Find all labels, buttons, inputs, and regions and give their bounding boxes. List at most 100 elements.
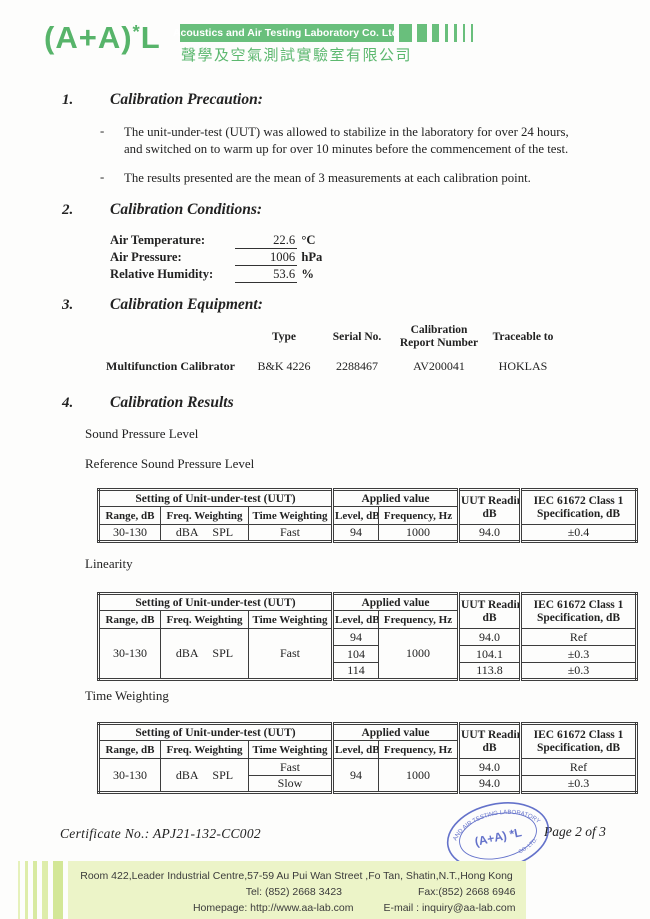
time-weighting-table: Setting of Unit-under-test (UUT) Applied…: [97, 722, 639, 794]
applied-header: Applied value: [331, 489, 460, 507]
section-2-number: 2.: [62, 202, 74, 218]
footer-address: Room 422,Leader Industrial Centre,57-59 …: [80, 870, 513, 882]
cell-time-weighting: Fast: [247, 524, 334, 542]
col-freq-weighting: Freq. Weighting: [160, 506, 249, 525]
equipment-type: B&K 4226: [257, 359, 311, 373]
barcode-bars-icon: [399, 24, 473, 42]
cell-uut-reading: 94.0: [457, 758, 522, 776]
company-logo: (A+A)*L: [44, 20, 161, 56]
subtitle-linearity: Linearity: [85, 556, 133, 571]
condition-unit: hPa: [301, 250, 323, 264]
cell-uut-reading: 104.1: [457, 645, 522, 663]
col-range: Range, dB: [98, 610, 161, 629]
section-3-number: 3.: [62, 297, 74, 313]
cell-time-weighting: Fast: [247, 628, 334, 680]
condition-value: 1006: [235, 250, 298, 266]
cell-spec: Ref: [519, 758, 638, 776]
subtitle-reference-spl: Reference Sound Pressure Level: [85, 456, 255, 471]
iec-spec-header: IEC 61672 Class 1 Specification, dB: [519, 723, 638, 759]
iec-spec-header: IEC 61672 Class 1 Specification, dB: [519, 593, 638, 629]
equipment-col-serial: Serial No.: [332, 330, 382, 343]
col-frequency: Frequency, Hz: [378, 740, 460, 759]
col-freq-weighting: Freq. Weighting: [160, 740, 249, 759]
col-range: Range, dB: [98, 506, 161, 525]
col-level: Level, dB: [331, 506, 380, 525]
section-1-number: 1.: [62, 92, 74, 108]
equipment-serial: 2288467: [336, 359, 378, 373]
condition-label: Air Temperature:: [110, 233, 206, 247]
cell-spec: ±0.4: [519, 524, 638, 542]
col-time-weighting: Time Weighting: [247, 610, 334, 629]
condition-row-pressure: Air Pressure: 1006 hPa: [110, 250, 322, 267]
page-indicator: Page 2 of 3: [544, 824, 606, 839]
setting-header: Setting of Unit-under-test (UUT): [97, 593, 334, 611]
section-2-title: Calibration Conditions:: [110, 201, 263, 218]
col-level: Level, dB: [331, 740, 380, 759]
cell-level: 94: [331, 758, 380, 793]
condition-value: 22.6: [235, 233, 298, 249]
reference-spl-table: Setting of Unit-under-test (UUT) Applied…: [97, 488, 639, 543]
equipment-col-traceable: Traceable to: [492, 330, 554, 343]
company-name-zh: 聲學及空氣測試實驗室有限公司: [181, 48, 413, 64]
cell-time-weighting: Slow: [247, 775, 334, 793]
cell-freq-weighting: dBA SPL: [160, 524, 249, 542]
cell-uut-reading: 94.0: [457, 524, 522, 542]
cell-frequency: 1000: [378, 524, 460, 542]
cell-spec: Ref: [519, 628, 638, 646]
cell-frequency: 1000: [378, 758, 460, 793]
col-frequency: Frequency, Hz: [378, 506, 460, 525]
cell-spec: ±0.3: [519, 645, 638, 663]
equipment-col-report: Calibration Report Number: [399, 324, 479, 349]
condition-row-temperature: Air Temperature: 22.6 °C: [110, 233, 315, 250]
section-4-title: Calibration Results: [110, 394, 234, 411]
footer-fax: Fax:(852) 2668 6946: [418, 886, 516, 898]
condition-unit: %: [301, 267, 314, 281]
subtitle-sound-pressure-level: Sound Pressure Level: [85, 426, 199, 441]
setting-header: Setting of Unit-under-test (UUT): [97, 489, 334, 507]
applied-header: Applied value: [331, 593, 460, 611]
logo-star: *: [132, 21, 141, 42]
cell-level: 94: [331, 524, 380, 542]
subtitle-time-weighting: Time Weighting: [85, 688, 169, 703]
applied-header: Applied value: [331, 723, 460, 741]
iec-spec-header: IEC 61672 Class 1 Specification, dB: [519, 489, 638, 525]
equipment-traceable: HOKLAS: [498, 359, 548, 373]
col-time-weighting: Time Weighting: [247, 506, 334, 525]
uut-reading-header: UUT Reading,dB: [457, 723, 522, 759]
equipment-report: AV200041: [413, 359, 465, 373]
uut-reading-header: UUT Reading,dB: [457, 489, 522, 525]
cell-range: 30-130: [98, 758, 161, 793]
certificate-number: Certificate No.: APJ21-132-CC002: [60, 826, 261, 841]
col-range: Range, dB: [98, 740, 161, 759]
equipment-col-type: Type: [271, 330, 297, 343]
col-frequency: Frequency, Hz: [378, 610, 460, 629]
cell-uut-reading: 94.0: [457, 628, 522, 646]
col-freq-weighting: Freq. Weighting: [160, 610, 249, 629]
cell-frequency: 1000: [378, 628, 460, 680]
logo-text: (A+A): [44, 20, 133, 55]
col-level: Level, dB: [331, 610, 380, 629]
uut-reading-header: UUT Reading,dB: [457, 593, 522, 629]
footer: Room 422,Leader Industrial Centre,57-59 …: [18, 861, 526, 919]
footer-tel: Tel: (852) 2668 3423: [245, 886, 343, 898]
company-name-en: Acoustics and Air Testing Laboratory Co.…: [172, 27, 402, 39]
precaution-bullet-2: - The results presented are the mean of …: [100, 170, 600, 187]
section-3-title: Calibration Equipment:: [110, 296, 263, 313]
bullet-text-line: The results presented are the mean of 3 …: [124, 171, 531, 185]
footer-homepage: Homepage: http://www.aa-lab.com: [192, 902, 354, 914]
cell-freq-weighting: dBA SPL: [160, 628, 249, 680]
setting-header: Setting of Unit-under-test (UUT): [97, 723, 334, 741]
condition-label: Relative Humidity:: [110, 267, 214, 281]
footer-bar: Room 422,Leader Industrial Centre,57-59 …: [67, 861, 526, 919]
condition-row-humidity: Relative Humidity: 53.6 %: [110, 267, 314, 284]
bullet-text-line: and switched on to warm up for over 10 m…: [124, 141, 569, 156]
company-name-banner: Acoustics and Air Testing Laboratory Co.…: [173, 24, 401, 42]
equipment-row-label: Multifunction Calibrator: [106, 359, 235, 373]
condition-label: Air Pressure:: [110, 250, 182, 264]
lab-stamp: AND AIR TESTING LABORATORY (A+A) *L CO. …: [446, 802, 550, 870]
equipment-row: Multifunction Calibrator B&K 4226 228846…: [106, 359, 562, 374]
cell-freq-weighting: dBA SPL: [160, 758, 249, 793]
condition-value: 53.6: [235, 267, 298, 283]
col-time-weighting: Time Weighting: [247, 740, 334, 759]
